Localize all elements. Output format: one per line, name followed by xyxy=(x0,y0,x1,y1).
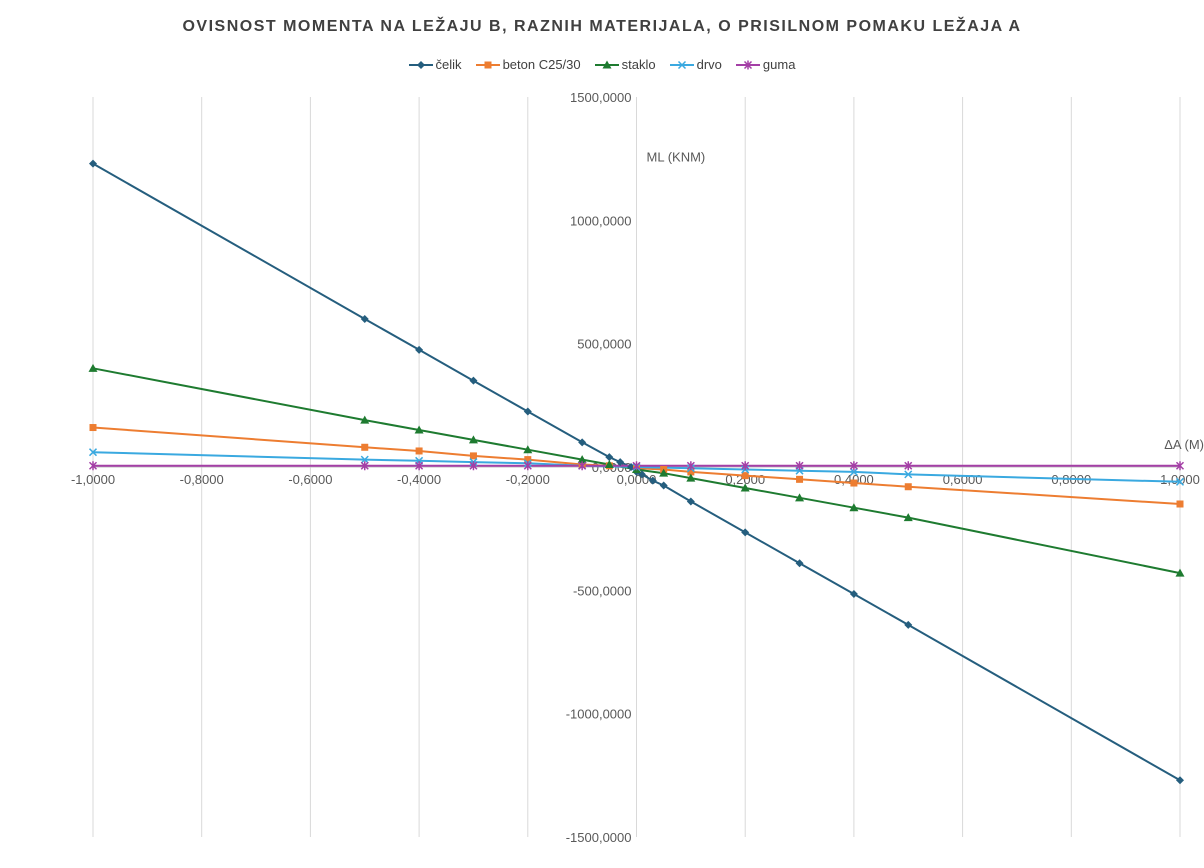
data-point-2 xyxy=(740,483,750,492)
y-axis-title: ML (KNM) xyxy=(647,150,706,165)
legend-swatch xyxy=(594,60,619,68)
x-axis-title: ΔA (M) xyxy=(1164,437,1204,452)
data-point-1 xyxy=(687,468,695,476)
data-point-4 xyxy=(360,461,369,471)
legend-item: guma xyxy=(735,57,796,72)
data-point-1 xyxy=(904,483,912,491)
x-tick-label: 0,0000 xyxy=(617,472,657,487)
data-point-4 xyxy=(795,461,804,471)
legend-marker xyxy=(602,60,612,68)
y-tick-label: 500,0000 xyxy=(577,337,631,352)
data-point-1 xyxy=(850,479,858,487)
legend-swatch xyxy=(408,60,433,69)
data-point-2 xyxy=(414,425,424,434)
data-point-3 xyxy=(904,470,913,479)
data-point-4 xyxy=(469,461,478,471)
legend-item: drvo xyxy=(669,57,722,72)
data-point-0 xyxy=(360,315,369,323)
data-point-2 xyxy=(686,473,696,482)
legend-item: beton C25/30 xyxy=(475,57,581,72)
legend-swatch xyxy=(669,60,694,69)
x-tick-label: -0,6000 xyxy=(288,472,332,487)
data-point-4 xyxy=(88,461,98,471)
data-point-4 xyxy=(741,461,750,471)
data-point-2 xyxy=(903,513,913,522)
data-point-0 xyxy=(89,159,97,168)
chart-title: OVISNOST MOMENTA NA LEŽAJU B, RAZNIH MAT… xyxy=(182,18,1022,35)
data-point-4 xyxy=(578,461,587,471)
data-point-2 xyxy=(88,363,98,372)
data-point-4 xyxy=(686,461,695,471)
data-point-1 xyxy=(1176,500,1184,508)
x-tick-label: -0,4000 xyxy=(397,472,441,487)
x-tick-label: -0,8000 xyxy=(180,472,224,487)
y-tick-label: -1000,0000 xyxy=(566,707,632,722)
data-point-2 xyxy=(604,460,614,469)
x-tick-label: -0,2000 xyxy=(506,472,550,487)
data-point-0 xyxy=(469,376,478,385)
legend-label: čelik xyxy=(435,57,462,72)
data-point-3 xyxy=(849,467,858,476)
data-point-0 xyxy=(1176,776,1184,785)
legend: čelik beton C25/30 staklo drvo guma xyxy=(0,57,1204,72)
data-point-0 xyxy=(686,497,695,506)
data-point-4 xyxy=(523,461,532,471)
x-tick-label: -1,0000 xyxy=(71,472,115,487)
legend-item: staklo xyxy=(594,57,656,72)
y-tick-label: -500,0000 xyxy=(573,583,632,598)
data-point-3 xyxy=(88,448,98,457)
data-point-0 xyxy=(648,476,657,485)
data-point-0 xyxy=(578,438,587,447)
data-point-1 xyxy=(741,472,749,480)
legend-swatch xyxy=(735,60,760,69)
x-tick-label: 1,0000 xyxy=(1160,472,1200,487)
data-point-0 xyxy=(523,407,532,416)
data-point-2 xyxy=(849,503,859,512)
data-point-4 xyxy=(849,461,858,471)
data-point-4 xyxy=(415,461,424,471)
data-point-1 xyxy=(361,443,369,451)
data-point-0 xyxy=(415,345,424,354)
data-point-0 xyxy=(616,458,625,467)
data-point-2 xyxy=(468,435,478,444)
data-point-2 xyxy=(1175,568,1185,577)
data-point-1 xyxy=(796,475,804,483)
data-point-4 xyxy=(904,461,913,471)
legend-label: staklo xyxy=(621,57,656,72)
legend-swatch xyxy=(475,61,500,68)
legend-marker xyxy=(416,60,425,69)
data-point-2 xyxy=(577,455,587,464)
legend-label: drvo xyxy=(696,57,722,72)
legend-item: čelik xyxy=(408,57,462,72)
legend-marker xyxy=(484,61,492,68)
y-tick-label: -1500,0000 xyxy=(566,830,632,845)
data-point-0 xyxy=(741,528,750,537)
legend-label: beton C25/30 xyxy=(502,57,581,72)
data-point-1 xyxy=(524,456,532,464)
legend-label: guma xyxy=(762,57,796,72)
data-point-2 xyxy=(523,445,533,454)
data-point-4 xyxy=(632,461,641,471)
data-point-1 xyxy=(89,424,97,432)
x-tick-label: 0,6000 xyxy=(943,472,983,487)
data-point-3 xyxy=(1175,477,1185,486)
data-point-2 xyxy=(360,415,370,424)
data-point-0 xyxy=(849,590,858,599)
data-point-0 xyxy=(904,620,913,629)
y-tick-label: 1500,0000 xyxy=(570,90,631,105)
legend-marker xyxy=(677,60,686,69)
data-point-0 xyxy=(659,481,668,490)
data-point-1 xyxy=(469,452,477,460)
data-point-0 xyxy=(795,559,804,568)
y-tick-label: 1000,0000 xyxy=(570,213,631,228)
data-point-4 xyxy=(1175,461,1185,471)
data-point-3 xyxy=(360,455,369,464)
data-point-1 xyxy=(415,447,423,455)
legend-marker xyxy=(743,60,752,69)
data-point-2 xyxy=(795,493,805,502)
data-point-2 xyxy=(659,468,669,477)
data-point-0 xyxy=(605,453,614,462)
